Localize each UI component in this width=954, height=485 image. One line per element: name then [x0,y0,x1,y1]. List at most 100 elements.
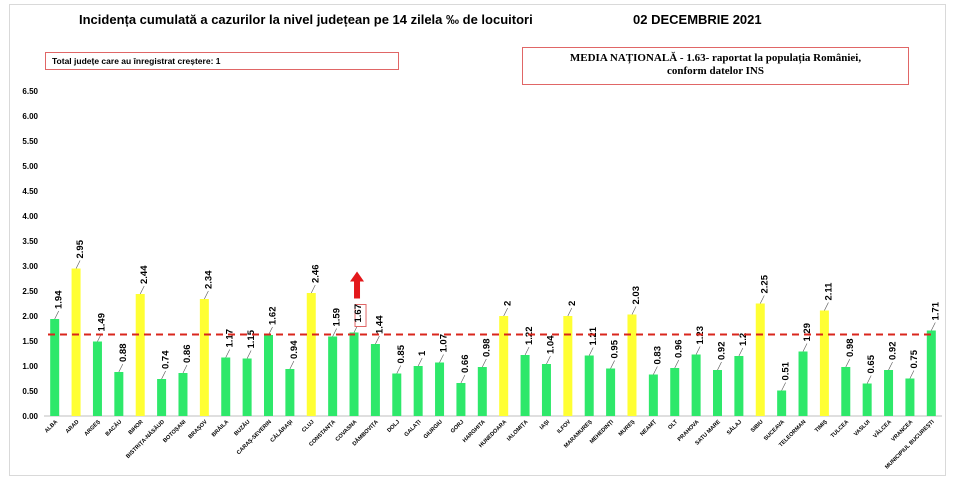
chart-date: 02 DECEMBRIE 2021 [633,12,762,27]
value-label: 2.25 [759,274,770,293]
value-label: 2 [503,301,514,306]
y-tick-label: 6.00 [22,112,38,121]
value-label: 0.86 [182,345,193,364]
bar [563,316,573,416]
value-leader-line [695,346,701,355]
bar [798,351,808,416]
y-tick-label: 6.50 [22,87,38,96]
value-label: 0.95 [610,339,621,358]
bar [92,341,102,416]
category-label: BIHOR [128,419,145,436]
category-label: DOLJ [386,419,401,434]
increase-arrow-icon [350,271,365,299]
category-label: ILFOV [556,419,572,435]
value-leader-line [439,354,444,363]
value-label: 0.74 [161,350,172,369]
value-leader-line [182,364,188,374]
chart-title: Incidența cumulată a cazurilor la nivel … [79,12,533,27]
value-leader-line [674,359,680,369]
bar [135,294,145,416]
value-leader-line [781,382,786,391]
value-leader-line [332,328,337,337]
value-leader-line [610,360,615,369]
value-label: 1.07 [439,334,450,353]
category-label: OLT [667,419,679,431]
bar [777,390,787,416]
y-tick-label: 3.50 [22,237,38,246]
value-label: 1.21 [588,326,599,345]
category-label: CĂLĂRAȘI [269,418,295,444]
bar [413,366,423,416]
value-leader-line [802,343,808,352]
value-leader-line [909,370,915,379]
value-leader-line [225,349,231,358]
bar [606,368,616,416]
category-label: BOTOȘANI [162,419,187,444]
value-label: 1.17 [225,329,236,348]
value-leader-line [375,335,380,345]
bar [435,362,445,416]
bar [884,370,894,416]
y-tick-label: 2.50 [22,287,38,296]
y-tick-label: 2.00 [22,312,38,321]
value-leader-line [75,260,81,269]
value-label: 1.59 [332,308,343,327]
value-leader-line [54,310,59,320]
counties-increase-box: Total județe care au înregistrat creșter… [45,52,399,70]
bar [648,374,658,416]
bar [456,383,466,416]
bar [670,368,680,416]
value-leader-line [567,307,573,317]
value-label: 1.67 [353,304,364,323]
category-label: NEAMȚ [639,419,658,438]
category-label: TULCEA [830,419,850,439]
value-label: 2.95 [75,239,86,258]
value-label: 1.22 [524,327,535,346]
value-leader-line [482,358,487,368]
value-label: 1.29 [802,323,813,342]
bar [50,319,60,416]
national-average-line2: conform datelor INS [667,65,764,77]
value-leader-line [888,361,893,371]
value-leader-line [717,361,722,371]
bar [199,299,209,416]
value-leader-line [824,302,829,311]
value-label: 1.71 [930,301,941,320]
value-label: 0.75 [909,349,920,368]
value-label: 1.49 [96,313,107,332]
bar [221,357,231,416]
value-leader-line [631,306,637,315]
value-label: 1.2 [738,333,749,346]
value-label: 0.66 [460,355,471,374]
value-label: 2.44 [139,265,150,284]
value-label: 1.15 [246,329,257,348]
value-leader-line [161,370,166,380]
category-label: SĂLAJ [725,418,743,436]
value-leader-line [738,347,744,357]
category-label: TIMIȘ [814,419,829,434]
bar [306,293,316,416]
y-tick-label: 1.50 [22,337,38,346]
bar [926,330,936,416]
value-leader-line [588,347,594,356]
value-leader-line [845,358,851,368]
value-label: 1.94 [54,290,65,309]
value-label: 2.03 [631,286,642,305]
bar [285,369,295,416]
value-leader-line [246,350,252,359]
chart-frame [9,4,946,476]
category-label: ARGEȘ [84,419,102,437]
value-label: 1.44 [374,315,385,334]
bar [178,373,188,416]
bar [349,332,359,416]
bar [520,355,530,416]
category-label: IAȘI [539,419,551,431]
value-label: 1.62 [268,307,279,326]
value-label: 0.51 [781,361,792,380]
value-label: 2 [567,301,578,306]
value-leader-line [759,295,765,304]
bar [477,367,487,416]
bar [264,335,273,416]
value-leader-line [289,360,295,370]
category-label: ARAD [65,419,81,435]
